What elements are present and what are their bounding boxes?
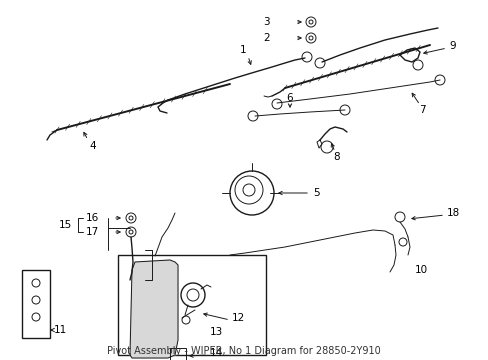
Text: 13: 13	[209, 327, 223, 337]
Text: 7: 7	[418, 105, 425, 115]
Text: 16: 16	[86, 213, 99, 223]
Text: 3: 3	[263, 17, 269, 27]
Text: 10: 10	[414, 265, 427, 275]
Text: 8: 8	[333, 152, 340, 162]
Text: 18: 18	[446, 208, 459, 218]
Text: 14: 14	[209, 348, 223, 358]
Bar	[22, 270, 50, 338]
Text: 2: 2	[263, 33, 269, 43]
Text: 4: 4	[89, 141, 96, 151]
Text: 15: 15	[59, 220, 72, 230]
Text: 6: 6	[286, 93, 293, 103]
Polygon shape	[130, 260, 178, 358]
Bar	[170, 348, 185, 360]
Text: 5: 5	[312, 188, 319, 198]
Text: 12: 12	[231, 313, 245, 323]
Bar	[118, 255, 265, 355]
Text: 1: 1	[239, 45, 246, 55]
Text: 17: 17	[86, 227, 99, 237]
Text: 9: 9	[448, 41, 455, 51]
Text: Pivot Assembly - WIPER, No 1 Diagram for 28850-2Y910: Pivot Assembly - WIPER, No 1 Diagram for…	[107, 346, 380, 356]
Text: 11: 11	[54, 325, 67, 335]
